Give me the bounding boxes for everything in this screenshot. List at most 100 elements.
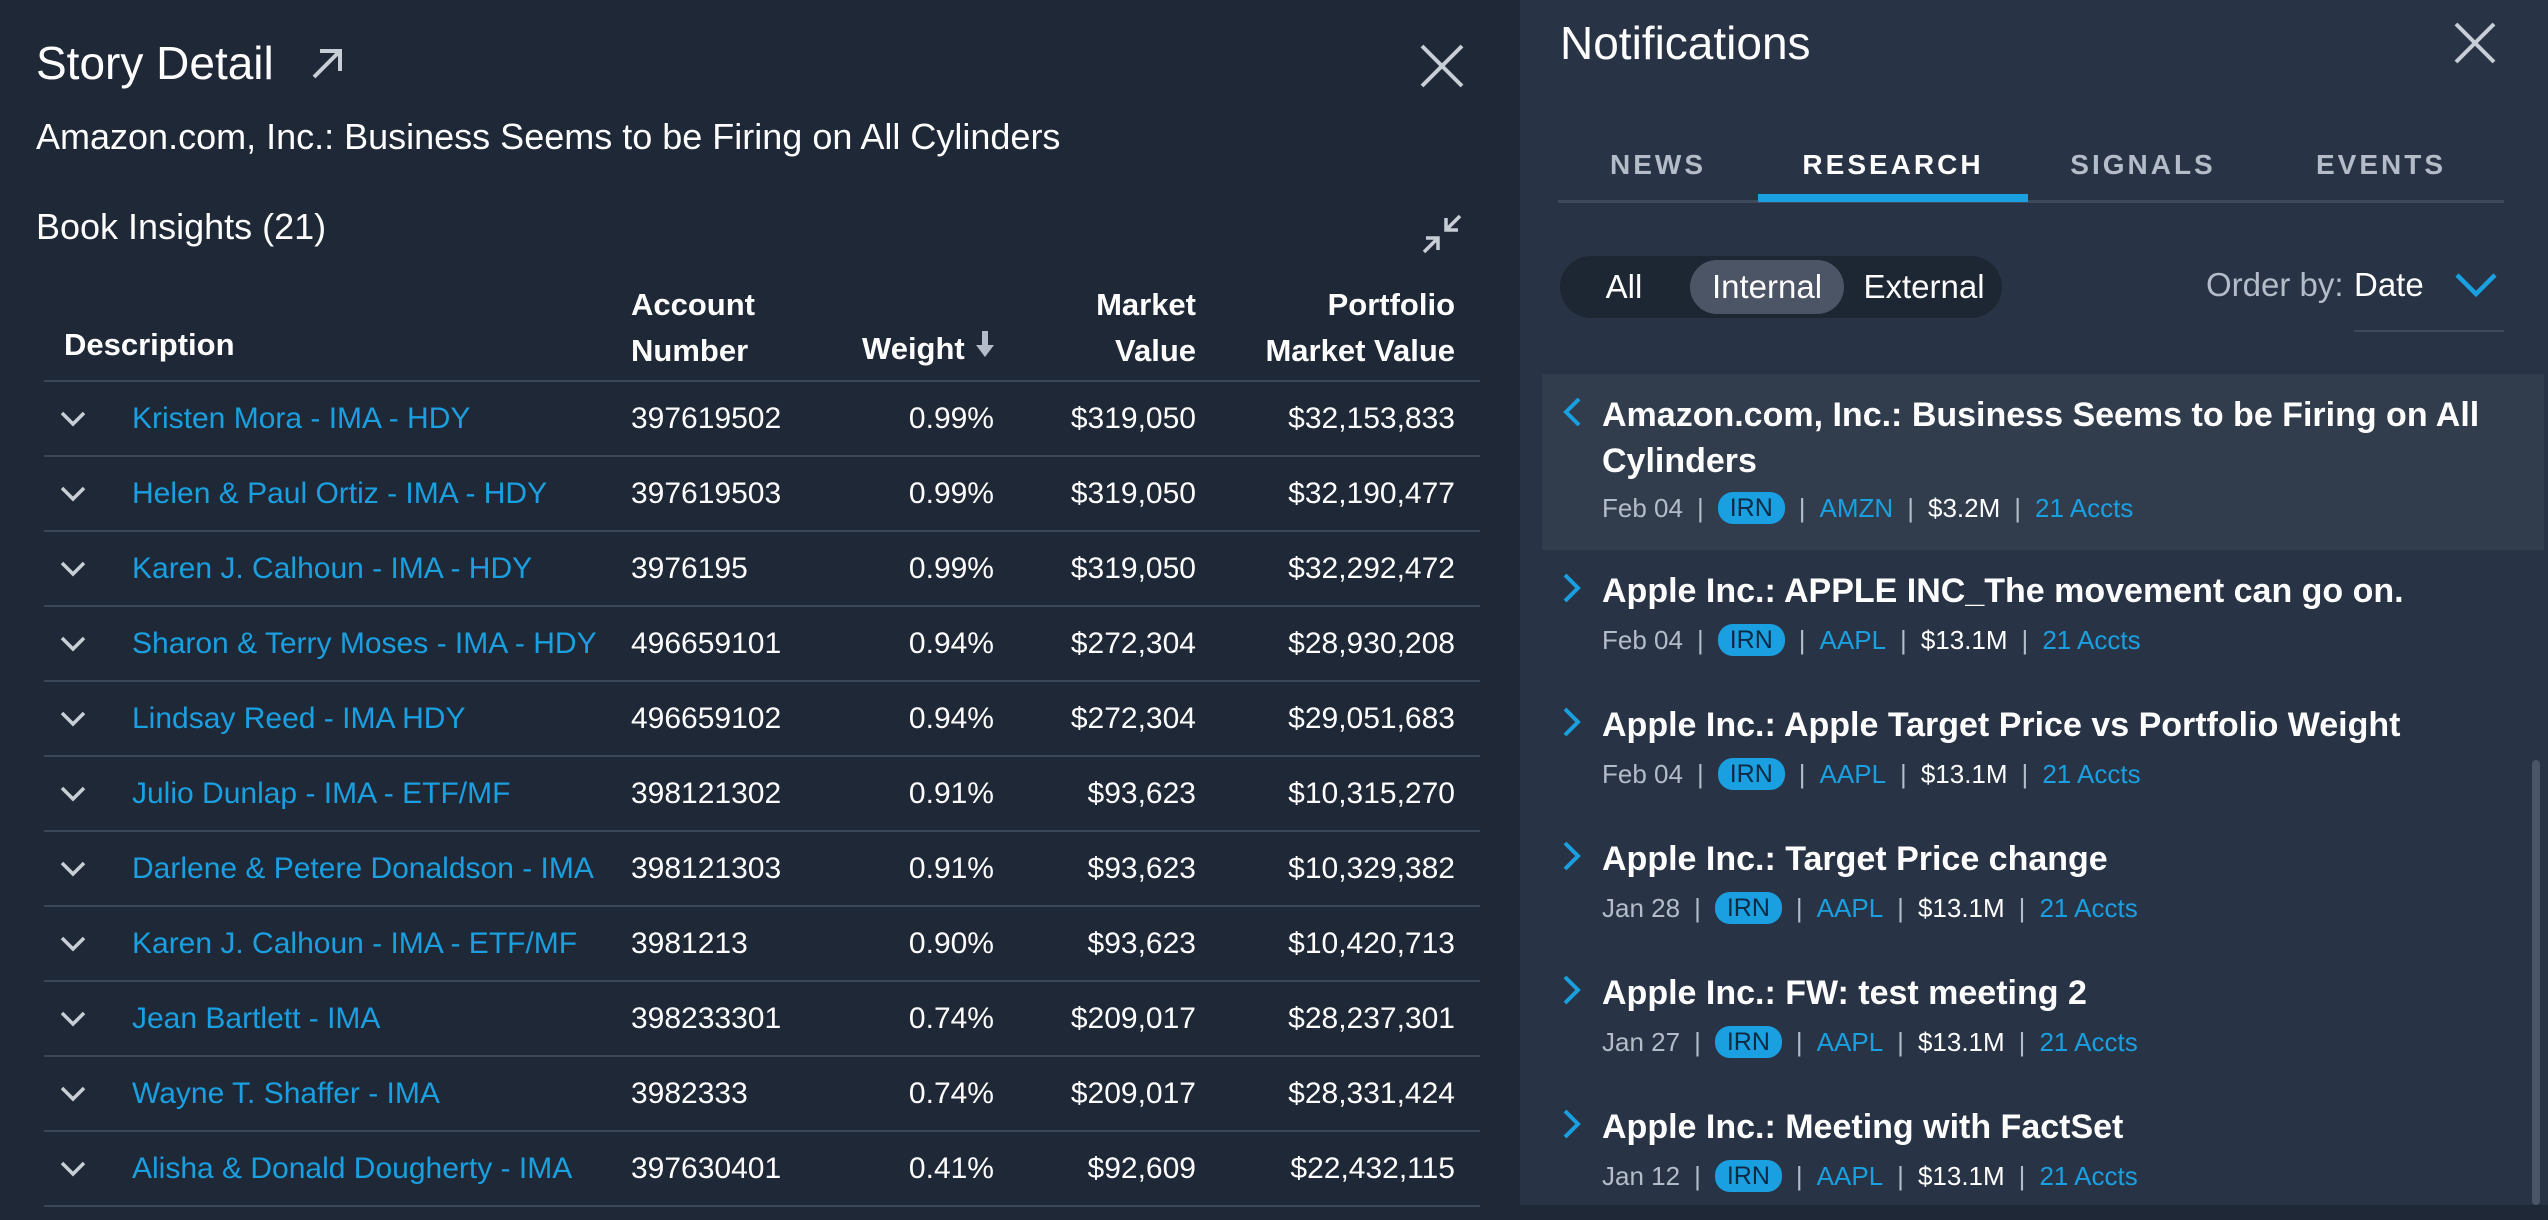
chevron-right-icon[interactable] bbox=[1562, 706, 1582, 743]
filter-external[interactable]: External bbox=[1863, 268, 1985, 305]
open-external-icon[interactable] bbox=[308, 43, 348, 83]
row-description-link[interactable]: Wayne T. Shaffer - IMA bbox=[132, 1077, 440, 1110]
accounts-link[interactable]: 21 Accts bbox=[2035, 492, 2134, 523]
accounts-link[interactable]: 21 Accts bbox=[2039, 1160, 2138, 1191]
notification-item[interactable]: Apple Inc.: FW: test meeting 2 Jan 27 | I… bbox=[1542, 952, 2544, 1086]
row-description-link[interactable]: Karen J. Calhoun - IMA - HDY bbox=[132, 552, 533, 585]
row-market-value: $93,623 bbox=[1087, 777, 1196, 810]
accounts-link[interactable]: 21 Accts bbox=[2042, 624, 2141, 655]
notifications-panel: Notifications NEWS RESEARCH SIGNALS EVEN… bbox=[1520, 0, 2548, 1205]
row-market-value: $319,050 bbox=[1070, 552, 1196, 585]
expand-row-icon[interactable] bbox=[60, 907, 94, 980]
expand-row-icon[interactable] bbox=[60, 1057, 94, 1130]
table-row[interactable]: Julio Dunlap - IMA - ETF/MF 398121302 0.… bbox=[44, 757, 1480, 832]
expand-row-icon[interactable] bbox=[60, 457, 94, 530]
header-portfolio-market-value[interactable]: Portfolio Market Value bbox=[1204, 282, 1455, 374]
ticker-link[interactable]: AAPL bbox=[1816, 1026, 1884, 1057]
row-account-number: 3981213 bbox=[631, 927, 748, 960]
close-story-icon[interactable] bbox=[1418, 42, 1466, 95]
row-weight: 0.94% bbox=[908, 627, 994, 660]
ticker-link[interactable]: AAPL bbox=[1816, 1160, 1884, 1191]
chevron-right-icon[interactable] bbox=[1562, 974, 1582, 1011]
expand-row-icon[interactable] bbox=[60, 832, 94, 905]
chevron-right-icon[interactable] bbox=[1562, 840, 1582, 877]
notification-title[interactable]: Apple Inc.: FW: test meeting 2 bbox=[1602, 974, 2087, 1012]
row-description-link[interactable]: Sharon & Terry Moses - IMA - HDY bbox=[132, 627, 597, 660]
accounts-link[interactable]: 21 Accts bbox=[2039, 892, 2138, 923]
table-row[interactable]: Karen J. Calhoun - IMA - ETF/MF 3981213 … bbox=[44, 907, 1480, 982]
row-description-link[interactable]: Julio Dunlap - IMA - ETF/MF bbox=[132, 777, 511, 810]
row-description-link[interactable]: Alisha & Donald Dougherty - IMA bbox=[132, 1152, 573, 1185]
table-row[interactable]: Kristen Mora - IMA - HDY 397619502 0.99%… bbox=[44, 382, 1480, 457]
accounts-link[interactable]: 21 Accts bbox=[2039, 1026, 2138, 1057]
row-portfolio-market-value: $32,153,833 bbox=[1288, 402, 1455, 435]
ticker-link[interactable]: AAPL bbox=[1819, 624, 1887, 655]
row-account-number: 3976195 bbox=[631, 552, 748, 585]
header-market-value[interactable]: Market Value bbox=[1004, 282, 1196, 374]
notification-title[interactable]: Apple Inc.: APPLE INC_The movement can g… bbox=[1602, 572, 2404, 610]
row-description-link[interactable]: Jean Bartlett - IMA bbox=[132, 1002, 381, 1035]
row-account-number: 496659102 bbox=[631, 702, 782, 735]
ticker-link[interactable]: AAPL bbox=[1816, 892, 1884, 923]
row-account-number: 398121303 bbox=[631, 852, 782, 885]
tab-signals[interactable]: SIGNALS bbox=[2070, 149, 2216, 180]
expand-row-icon[interactable] bbox=[60, 682, 94, 755]
row-description-link[interactable]: Kristen Mora - IMA - HDY bbox=[132, 402, 471, 435]
notification-item[interactable]: Amazon.com, Inc.: Business Seems to be F… bbox=[1542, 374, 2544, 550]
notification-item[interactable]: Apple Inc.: APPLE INC_The movement can g… bbox=[1542, 550, 2544, 684]
table-row[interactable]: Karen J. Calhoun - IMA - HDY 3976195 0.9… bbox=[44, 532, 1480, 607]
table-row[interactable]: Darlene & Petere Donaldson - IMA 3981213… bbox=[44, 832, 1480, 907]
collapse-icon[interactable] bbox=[1420, 212, 1464, 261]
row-account-number: 398121302 bbox=[631, 777, 782, 810]
ticker-link[interactable]: AAPL bbox=[1819, 758, 1887, 789]
notification-item[interactable]: Apple Inc.: Apple Target Price vs Portfo… bbox=[1542, 684, 2544, 818]
notification-item[interactable]: Apple Inc.: Target Price change Jan 28 | … bbox=[1542, 818, 2544, 952]
table-row[interactable]: Alisha & Donald Dougherty - IMA 39763040… bbox=[44, 1132, 1480, 1207]
row-description-link[interactable]: Darlene & Petere Donaldson - IMA bbox=[132, 852, 594, 885]
row-description-link[interactable]: Karen J. Calhoun - IMA - ETF/MF bbox=[132, 927, 578, 960]
row-portfolio-market-value: $10,420,713 bbox=[1288, 927, 1455, 960]
expand-row-icon[interactable] bbox=[60, 1132, 94, 1205]
table-row[interactable]: Sharon & Terry Moses - IMA - HDY 4966591… bbox=[44, 607, 1480, 682]
tab-events[interactable]: EVENTS bbox=[2315, 149, 2447, 180]
tab-research[interactable]: RESEARCH bbox=[1802, 149, 1984, 180]
chevron-right-icon[interactable] bbox=[1562, 572, 1582, 609]
filter-internal[interactable]: Internal bbox=[1690, 260, 1844, 314]
table-row[interactable]: Wayne T. Shaffer - IMA 3982333 0.74% $20… bbox=[44, 1057, 1480, 1132]
close-notifications-icon[interactable] bbox=[2452, 20, 2498, 71]
source-badge: IRN bbox=[1717, 758, 1785, 790]
table-row[interactable]: Helen & Paul Ortiz - IMA - HDY 397619503… bbox=[44, 457, 1480, 532]
notification-amount: $13.1M bbox=[1920, 624, 2008, 655]
row-description-link[interactable]: Lindsay Reed - IMA HDY bbox=[132, 702, 466, 735]
accounts-link[interactable]: 21 Accts bbox=[2042, 758, 2141, 789]
expand-row-icon[interactable] bbox=[60, 382, 94, 455]
chevron-right-icon[interactable] bbox=[1562, 1108, 1582, 1145]
row-portfolio-market-value: $10,315,270 bbox=[1288, 777, 1455, 810]
row-description-link[interactable]: Helen & Paul Ortiz - IMA - HDY bbox=[132, 477, 548, 510]
expand-row-icon[interactable] bbox=[60, 532, 94, 605]
ticker-link[interactable]: AMZN bbox=[1819, 492, 1894, 523]
table-row[interactable]: Jean Bartlett - IMA 398233301 0.74% $209… bbox=[44, 982, 1480, 1057]
header-description: Description bbox=[64, 327, 235, 362]
expand-row-icon[interactable] bbox=[60, 757, 94, 830]
notification-item[interactable]: Apple Inc.: Meeting with FactSet Jan 12 |… bbox=[1542, 1086, 2544, 1220]
scrollbar[interactable] bbox=[2532, 760, 2540, 1205]
order-by-select[interactable]: Date bbox=[2354, 256, 2504, 332]
notification-title[interactable]: Apple Inc.: Meeting with FactSet bbox=[1602, 1108, 2124, 1146]
notification-tabs: NEWS RESEARCH SIGNALS EVENTS bbox=[1558, 130, 2504, 203]
expand-row-icon[interactable] bbox=[60, 607, 94, 680]
story-detail-panel: Story Detail Amazon.com, Inc.: Business … bbox=[36, 37, 1480, 1207]
expand-row-icon[interactable] bbox=[60, 982, 94, 1055]
notification-title[interactable]: Apple Inc.: Apple Target Price vs Portfo… bbox=[1602, 706, 2401, 744]
source-badge: IRN bbox=[1714, 1026, 1782, 1058]
header-weight[interactable]: Weight bbox=[862, 326, 995, 372]
notification-title[interactable]: Apple Inc.: Target Price change bbox=[1602, 840, 2108, 878]
notification-meta: Feb 04 | IRN | AMZN | $3.2M | 21 Accts bbox=[1602, 492, 2134, 524]
header-account-number[interactable]: Account Number bbox=[631, 282, 755, 374]
notification-title[interactable]: Amazon.com, Inc.: Business Seems to be F… bbox=[1602, 396, 2480, 480]
row-account-number: 397619502 bbox=[631, 402, 782, 435]
filter-all[interactable]: All bbox=[1605, 268, 1643, 305]
chevron-left-icon[interactable] bbox=[1562, 396, 1582, 433]
tab-news[interactable]: NEWS bbox=[1610, 149, 1706, 180]
table-row[interactable]: Lindsay Reed - IMA HDY 496659102 0.94% $… bbox=[44, 682, 1480, 757]
